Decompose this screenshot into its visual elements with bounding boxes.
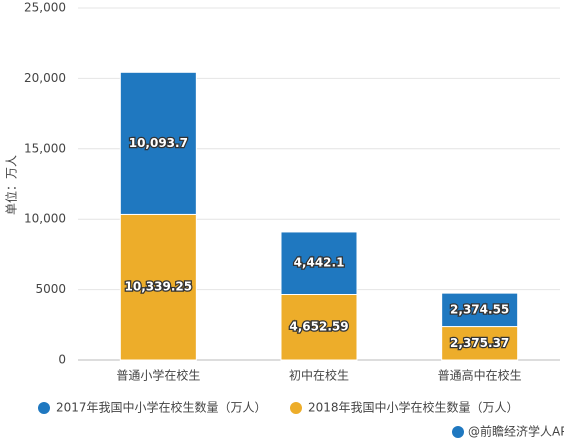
value-label: 10,339.25: [125, 280, 193, 294]
value-label: 2,375.37: [450, 336, 509, 350]
x-tick-label: 普通高中在校生: [438, 368, 522, 383]
value-label: 4,442.1: [294, 256, 345, 270]
y-tick-label: 10,000: [24, 212, 66, 226]
y-tick-label: 20,000: [24, 71, 66, 85]
source: @前瞻经济学人APP: [468, 424, 564, 439]
bar-segment: [441, 326, 519, 361]
x-tick-label: 初中在校生: [289, 368, 349, 383]
x-tick-label: 普通小学在校生: [116, 368, 200, 383]
value-label: 2,374.55: [450, 302, 509, 316]
bar-segment: [441, 292, 519, 328]
bar-segment: [280, 293, 358, 361]
legend-label: 2018年我国中小学在校生数量（万人）: [308, 400, 519, 415]
bar-segment: [119, 213, 197, 361]
y-axis-label: 单位：万人: [4, 155, 19, 215]
legend-marker: [290, 402, 302, 414]
value-label: 10,093.7: [129, 136, 188, 150]
bar-segment: [280, 231, 358, 295]
y-tick-label: 0: [58, 353, 66, 367]
legend-marker: [38, 402, 50, 414]
y-tick-label: 15,000: [24, 141, 66, 155]
legend-label: 2017年我国中小学在校生数量（万人）: [56, 400, 267, 415]
source-icon: [452, 426, 464, 438]
value-label: 4,652.59: [289, 320, 348, 334]
y-tick-label: 5000: [35, 282, 66, 296]
bar-segment: [119, 71, 197, 215]
y-tick-label: 25,000: [24, 1, 66, 15]
